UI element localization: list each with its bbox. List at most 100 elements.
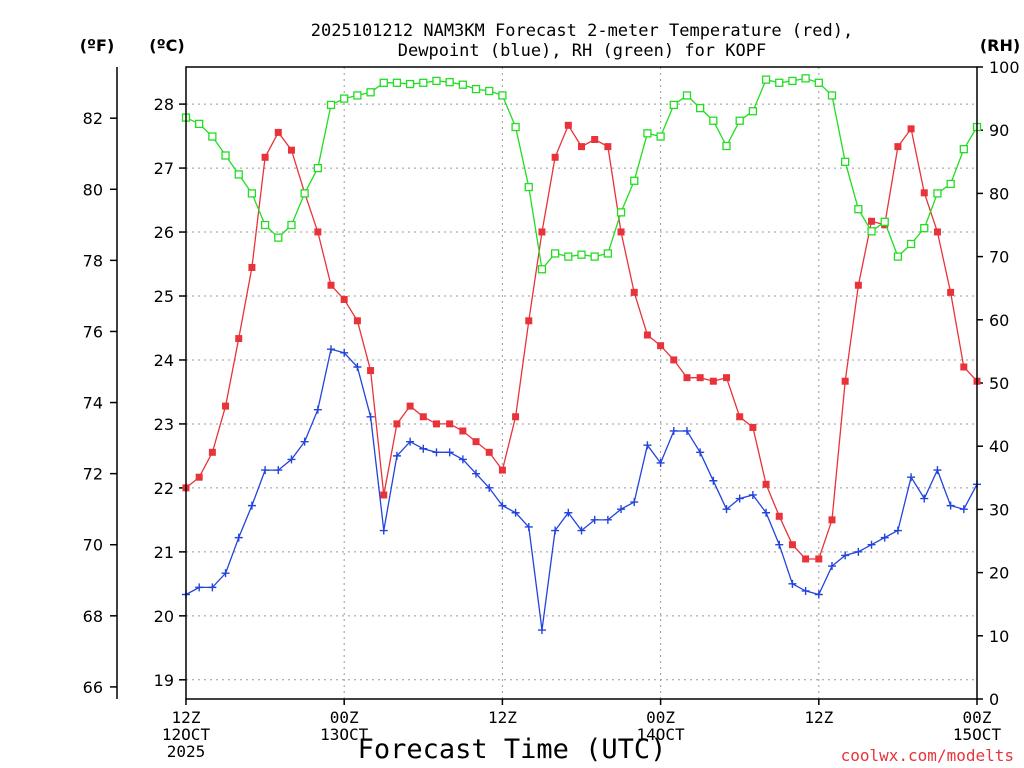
rh-point [366, 88, 375, 97]
dewpoint-point [590, 515, 599, 524]
temperature-point [274, 128, 282, 136]
temperature-point [314, 228, 322, 236]
rh-tick-label: 10 [989, 627, 1009, 646]
rh-point [946, 179, 955, 189]
temperature-point [709, 377, 717, 385]
rh-point [630, 176, 639, 185]
dewpoint-point [722, 505, 731, 514]
dewpoint-point [379, 526, 388, 535]
temperature-point [617, 228, 625, 236]
dewpoint-point [933, 466, 942, 475]
time-tick-label: 12Z [172, 708, 201, 727]
rh-point [195, 119, 204, 129]
rh-axis: 0 10 20 30 40 50 60 70 80 90 100 [977, 58, 1020, 709]
dewpoint-point [247, 501, 256, 510]
temperature-point [525, 317, 533, 325]
dewpoint-point [458, 455, 467, 464]
dewpoint-point [511, 508, 520, 517]
rh-point [379, 78, 388, 87]
dewpoint-point [551, 526, 560, 535]
dewpoint-point [432, 448, 441, 457]
rh-point [419, 78, 428, 87]
rh-point [933, 189, 942, 198]
rh-point [445, 78, 454, 87]
temperature-point [907, 125, 915, 133]
dewpoint-point [735, 494, 744, 503]
x-axis-title: Forecast Time (UTC) [358, 734, 667, 765]
rh-point [550, 249, 560, 258]
dewpoint-point [603, 515, 612, 524]
rh-point [471, 84, 481, 94]
temperature-point [512, 413, 520, 421]
temperature-point [920, 189, 928, 197]
rh-tick-label: 0 [989, 690, 999, 709]
rh-point [643, 129, 652, 138]
rh-tick-label: 60 [989, 311, 1009, 330]
celsius-tick-label: 27 [154, 159, 174, 178]
time-tick-label: 13OCT [320, 725, 369, 744]
dewpoint-point [920, 494, 929, 503]
fahrenheit-tick-label: 80 [83, 180, 103, 199]
temperature-point [591, 136, 599, 144]
rh-point [841, 157, 850, 166]
rh-tick-label: 80 [989, 184, 1009, 203]
temperature-point [367, 367, 375, 375]
time-tick-label: 15OCT [953, 725, 1002, 744]
rh-tick-label: 30 [989, 500, 1009, 519]
celsius-tick-label: 26 [154, 223, 174, 242]
rh-point [247, 189, 257, 198]
temperature-point [736, 413, 744, 421]
series-temperature [182, 121, 981, 563]
temperature-point [841, 377, 849, 385]
temperature-point [564, 121, 572, 129]
series-line-rh [185, 77, 978, 271]
rh-point [287, 220, 296, 230]
rh-point [722, 141, 731, 151]
temperature-point [894, 143, 902, 151]
celsius-tick-label: 21 [154, 543, 174, 562]
fahrenheit-tick-label: 78 [83, 251, 103, 270]
temperature-point [933, 228, 941, 236]
dewpoint-point [880, 533, 889, 542]
rh-point [880, 217, 889, 226]
dewpoint-point [788, 579, 797, 588]
rh-point [340, 94, 349, 103]
dewpoint-point [274, 466, 283, 475]
rh-point [682, 91, 692, 100]
rh-point [814, 78, 823, 87]
rh-point [920, 224, 929, 233]
rh-point [221, 151, 230, 160]
time-tick-label: 12Z [488, 708, 517, 727]
dewpoint-point [261, 466, 270, 475]
temperature-point [578, 143, 585, 151]
fahrenheit-tick-label: 70 [83, 536, 103, 555]
dewpoint-point [959, 505, 968, 514]
temperature-point [723, 374, 731, 382]
dewpoint-point [406, 437, 415, 446]
dewpoint-point [814, 590, 823, 599]
temperature-point [472, 438, 480, 446]
dewpoint-point [630, 498, 639, 507]
temperature-point [696, 374, 704, 382]
celsius-tick-label: 20 [154, 607, 174, 626]
rh-point [300, 189, 309, 198]
rh-point [906, 239, 916, 249]
series-dewpoint [182, 345, 981, 635]
temperature-point [643, 331, 651, 339]
rh-point [801, 74, 810, 83]
time-tick-label: 12Z [804, 708, 833, 727]
dewpoint-point [524, 522, 533, 531]
series-layer [181, 74, 982, 635]
rh-tick-label: 20 [989, 564, 1009, 583]
temperature-point [815, 555, 823, 563]
time-tick-label: 14OCT [637, 725, 686, 744]
temperature-point [802, 555, 810, 563]
dewpoint-point [445, 448, 454, 457]
rh-point [748, 107, 758, 116]
temperature-point [551, 153, 559, 161]
temperature-point [419, 413, 427, 421]
dewpoint-point [709, 476, 718, 485]
dewpoint-point [867, 540, 876, 549]
rh-point [564, 252, 573, 261]
temperature-point [498, 466, 506, 474]
